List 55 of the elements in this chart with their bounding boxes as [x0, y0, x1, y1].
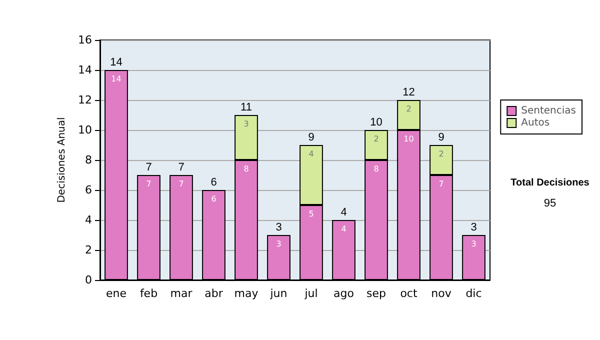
total-label: 3 — [470, 222, 477, 234]
y-tick-label: 6 — [85, 184, 92, 196]
y-tick-label: 16 — [78, 34, 92, 46]
total-label: 4 — [340, 206, 347, 218]
data-label: 8 — [374, 164, 379, 174]
x-tick-label: feb — [140, 287, 158, 300]
total-label: 14 — [110, 56, 122, 68]
total-label: 9 — [308, 132, 314, 144]
data-label: 7 — [178, 180, 184, 188]
y-tick-label: 0 — [85, 274, 92, 286]
x-tick-label: mar — [170, 287, 193, 300]
data-label: 5 — [308, 210, 314, 218]
text: Total Decisiones — [510, 178, 590, 188]
y-tick-label: 8 — [85, 154, 92, 166]
y-tick-label: 14 — [78, 64, 92, 76]
x-tick-label: oct — [400, 287, 418, 300]
data-label: 6 — [211, 194, 216, 204]
x-tick-label: jun — [269, 287, 288, 300]
x-tick-label: sep — [366, 287, 386, 300]
y-axis-title: Decisiones Anual — [56, 117, 68, 203]
total-label: 3 — [276, 222, 282, 234]
data-label: 2 — [374, 134, 379, 144]
total-label: 7 — [178, 162, 184, 174]
total-label: 7 — [146, 162, 152, 174]
data-label: 14 — [111, 74, 122, 84]
x-tick-label: jul — [304, 287, 318, 300]
y-tick-label: 4 — [85, 214, 92, 226]
data-label: 7 — [146, 180, 152, 188]
x-tick-label: nov — [431, 287, 452, 300]
text: 95 — [544, 198, 556, 210]
data-label: 4 — [341, 224, 346, 234]
total-label: 11 — [240, 102, 252, 114]
total-label: 10 — [370, 116, 382, 128]
total-label: 9 — [438, 132, 444, 144]
total-label: 12 — [402, 86, 415, 98]
x-tick-label: ago — [334, 287, 354, 300]
data-label: 10 — [404, 134, 414, 144]
legend-label: Autos — [521, 118, 550, 128]
data-label: 3 — [276, 240, 282, 248]
legend-label: Sentencias — [521, 106, 576, 116]
data-label: 8 — [244, 164, 249, 174]
x-tick-label: may — [234, 287, 259, 300]
data-label: 4 — [308, 150, 314, 158]
y-tick-label: 12 — [78, 94, 92, 106]
x-tick-label: ene — [106, 287, 127, 300]
x-tick-label: dic — [466, 287, 482, 300]
data-label: 3 — [244, 120, 249, 128]
data-label: 7 — [438, 180, 444, 188]
total-label: 6 — [210, 176, 217, 188]
y-tick-label: 2 — [85, 244, 92, 256]
data-label: 2 — [406, 104, 412, 114]
data-label: 2 — [438, 150, 444, 158]
data-label: 3 — [471, 240, 476, 248]
y-tick-label: 10 — [78, 124, 92, 136]
x-tick-label: abr — [204, 287, 224, 300]
